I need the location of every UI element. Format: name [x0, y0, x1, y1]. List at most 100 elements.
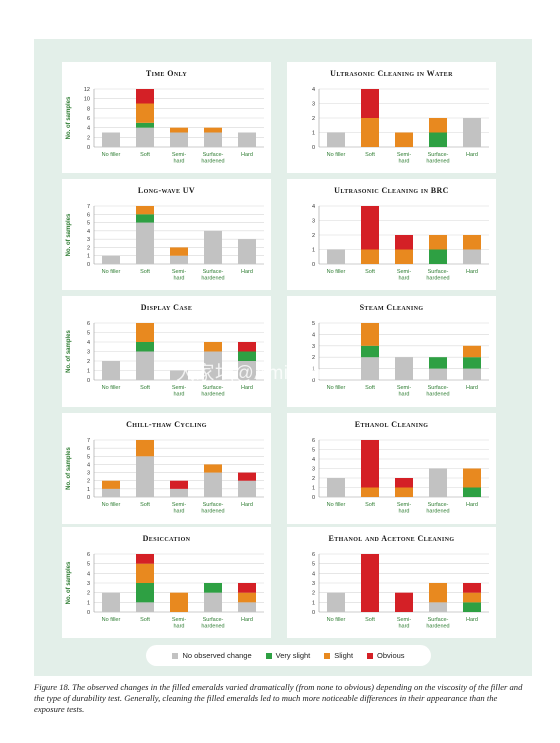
y-tick-label: 10 [84, 97, 90, 103]
y-tick-label: 7 [87, 438, 90, 444]
chart-title: Desiccation [143, 534, 191, 543]
chart-long-wave-uv: Long-wave UV 0 1 2 3 4 5 6 7 No. of samples No fil… [62, 179, 271, 290]
bar-hard-slight [463, 468, 481, 488]
legend-item-slight: Slight [324, 651, 353, 660]
y-tick-label: 0 [87, 610, 90, 616]
bar-soft-none [136, 456, 154, 497]
bar-no-filler-none [102, 488, 120, 497]
y-tick-label: 0 [87, 145, 90, 151]
y-tick-label: 6 [87, 321, 90, 327]
bar-hard-none [238, 480, 256, 497]
y-tick-label: 5 [312, 321, 315, 327]
bar-soft-none [136, 602, 154, 612]
y-tick-label: 3 [312, 219, 315, 225]
bar-hard-obvious [238, 472, 256, 481]
bar-soft-very-slight [136, 214, 154, 223]
y-tick-label: 5 [312, 448, 315, 454]
y-tick-label: 3 [312, 467, 315, 473]
y-tick-label: 4 [87, 229, 90, 235]
y-tick-label: 0 [87, 378, 90, 384]
y-tick-label: 0 [312, 610, 315, 616]
y-tick-label: 1 [312, 131, 315, 137]
bar-semi-hard-slight [395, 487, 413, 497]
x-tick-label: Hard [241, 269, 253, 275]
y-tick-label: 1 [87, 600, 90, 606]
y-tick-label: 4 [87, 126, 90, 132]
bar-hard-obvious [238, 342, 256, 352]
legend-item-very-slight: Very slight [265, 651, 310, 660]
x-tick-label: Hard [241, 152, 253, 158]
chart-ethanol-and-acetone-cleaning: Ethanol and Acetone Cleaning 0 1 2 3 4 5 6 No fi… [287, 527, 496, 638]
x-tick-label: Semi-hard [397, 617, 412, 630]
chart-ultrasonic-cleaning-in-water: Ultrasonic Cleaning in Water 0 1 2 3 4 No fill… [287, 62, 496, 173]
bar-surface-hardened-slight [429, 583, 447, 603]
bar-hard-slight [463, 592, 481, 603]
bar-surface-hardened-none [429, 468, 447, 497]
x-tick-label: Hard [241, 502, 253, 508]
bar-hard-very-slight [238, 351, 256, 361]
bar-semi-hard-slight [170, 592, 188, 612]
legend-item-obvious: Obvious [367, 651, 405, 660]
x-tick-label: No filler [327, 502, 346, 508]
y-tick-label: 12 [84, 87, 90, 93]
y-tick-label: 2 [312, 116, 315, 122]
bar-surface-hardened-none [204, 132, 222, 147]
y-tick-label: 6 [312, 438, 315, 444]
bar-semi-hard-none [170, 370, 188, 380]
y-tick-label: 4 [87, 462, 90, 468]
bar-soft-none [136, 222, 154, 264]
bar-surface-hardened-none [429, 602, 447, 612]
x-tick-label: Hard [466, 269, 478, 275]
y-tick-label: 2 [312, 591, 315, 597]
legend-swatch-slight [324, 652, 331, 659]
bar-soft-none [136, 127, 154, 147]
bar-surface-hardened-none [204, 351, 222, 380]
x-tick-label: Semi-hard [172, 502, 187, 515]
bar-semi-hard-none [170, 132, 188, 147]
y-tick-label: 1 [312, 248, 315, 254]
chart-frame [287, 296, 496, 407]
bar-surface-hardened-none [204, 472, 222, 497]
chart-frame [287, 62, 496, 173]
x-tick-label: No filler [102, 502, 121, 508]
chart-frame [287, 179, 496, 290]
bar-soft-slight [136, 103, 154, 123]
figure-caption: Figure 18. The observed changes in the f… [34, 682, 523, 715]
x-tick-label: Surface-hardened [426, 617, 449, 630]
y-tick-label: 3 [87, 471, 90, 477]
y-tick-label: 2 [87, 359, 90, 365]
y-tick-label: 5 [87, 454, 90, 460]
bar-surface-hardened-very-slight [429, 249, 447, 264]
x-tick-label: Semi-hard [172, 617, 187, 630]
y-tick-label: 0 [312, 495, 315, 501]
y-axis-label: No. of samples [66, 447, 72, 490]
bar-soft-obvious [361, 89, 379, 118]
x-tick-label: No filler [327, 385, 346, 391]
x-tick-label: Soft [365, 617, 375, 623]
x-tick-label: Soft [140, 617, 150, 623]
y-tick-label: 3 [87, 237, 90, 243]
bar-no-filler-none [327, 249, 345, 264]
x-tick-label: Surface-hardened [201, 617, 224, 630]
bar-no-filler-none [327, 478, 345, 497]
chart-title: Ultrasonic Cleaning in BRC [334, 186, 449, 195]
y-tick-label: 1 [312, 486, 315, 492]
bar-soft-slight [361, 118, 379, 147]
bar-hard-none [238, 132, 256, 147]
chart-title: Ethanol and Acetone Cleaning [329, 534, 455, 543]
chart-frame [62, 413, 271, 524]
y-tick-label: 2 [87, 135, 90, 141]
bar-soft-obvious [136, 554, 154, 564]
y-tick-label: 2 [87, 479, 90, 485]
x-tick-label: Hard [241, 617, 253, 623]
bar-no-filler-none [102, 361, 120, 380]
bar-semi-hard-obvious [395, 592, 413, 612]
y-tick-label: 4 [87, 571, 90, 577]
legend-item-none: No observed change [172, 651, 252, 660]
bar-semi-hard-slight [170, 247, 188, 256]
bar-soft-very-slight [136, 122, 154, 128]
x-tick-label: Hard [466, 152, 478, 158]
bar-surface-hardened-very-slight [429, 357, 447, 369]
bar-soft-slight [136, 323, 154, 342]
